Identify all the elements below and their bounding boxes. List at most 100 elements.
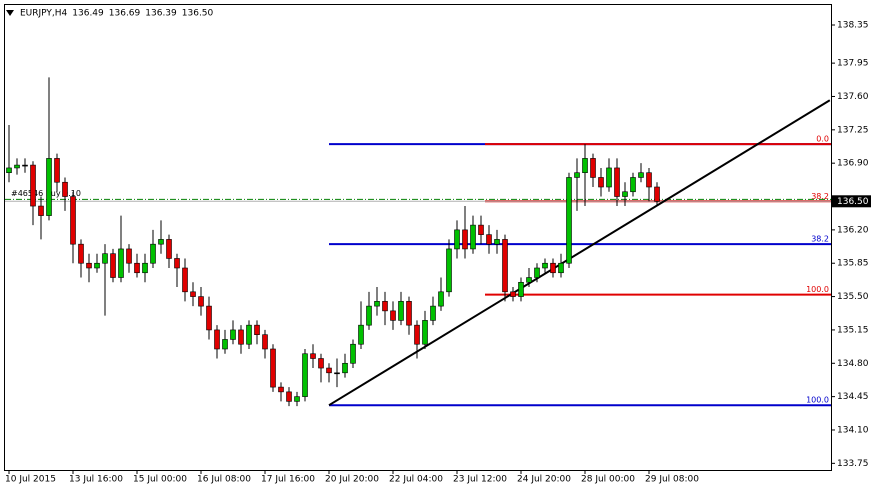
candle-body bbox=[110, 253, 116, 278]
y-tick-label: 136.90 bbox=[837, 159, 869, 169]
candle-body bbox=[294, 396, 300, 402]
candle-body bbox=[278, 386, 284, 393]
y-tick-label: 134.80 bbox=[837, 359, 869, 369]
candle-body bbox=[150, 243, 156, 264]
y-tick-label: 137.95 bbox=[837, 59, 869, 69]
candle-body bbox=[6, 167, 12, 174]
candle-body bbox=[230, 329, 236, 340]
x-tick-label: 29 Jul 08:00 bbox=[645, 475, 699, 485]
candle-body bbox=[646, 172, 652, 188]
trendline bbox=[328, 99, 831, 407]
candle-body bbox=[238, 329, 244, 345]
candle-body bbox=[374, 301, 380, 307]
fib-label: 38.2 bbox=[811, 192, 829, 201]
y-tick-label: 135.50 bbox=[837, 292, 869, 302]
candle-body bbox=[310, 353, 316, 359]
fib-label: 38.2 bbox=[811, 235, 829, 244]
candle-body bbox=[190, 291, 196, 297]
y-tick-label: 138.35 bbox=[837, 21, 869, 31]
candle-body bbox=[598, 177, 604, 188]
candle-body bbox=[614, 167, 620, 197]
candle-body bbox=[254, 324, 260, 335]
candle-body bbox=[46, 158, 52, 216]
candle-body bbox=[414, 324, 420, 345]
bid-label: 136.50 bbox=[837, 197, 869, 207]
candle-body bbox=[222, 339, 228, 350]
candle-body bbox=[574, 172, 580, 178]
x-tick-label: 24 Jul 20:00 bbox=[517, 475, 571, 485]
candle-body bbox=[206, 305, 212, 331]
candle-body bbox=[318, 358, 324, 369]
candle-body bbox=[366, 305, 372, 326]
x-tick-label: 16 Jul 08:00 bbox=[197, 475, 251, 485]
candle-body bbox=[142, 262, 148, 274]
candle-body bbox=[166, 239, 172, 259]
candle-body bbox=[438, 291, 444, 307]
candle-body bbox=[550, 262, 556, 274]
candle-body bbox=[502, 239, 508, 293]
plot-frame bbox=[4, 4, 832, 471]
header-high: 136.69 bbox=[109, 9, 141, 19]
fib-label: 0.0 bbox=[816, 135, 829, 144]
candle-body bbox=[446, 248, 452, 293]
candle-body bbox=[518, 281, 524, 297]
fib-label: 100.0 bbox=[806, 396, 829, 405]
header-open: 136.49 bbox=[72, 9, 104, 19]
header-symbol: EURJPY,H4 bbox=[20, 9, 68, 19]
candle-body bbox=[606, 167, 612, 188]
header-low: 136.39 bbox=[145, 9, 177, 19]
candle-body bbox=[470, 224, 476, 250]
candle-body bbox=[566, 177, 572, 264]
candle-body bbox=[30, 164, 36, 207]
candle-body bbox=[54, 158, 60, 183]
candle-body bbox=[590, 158, 596, 178]
candle-body bbox=[86, 262, 92, 269]
candle-body bbox=[534, 267, 540, 278]
x-tick-label: 20 Jul 20:00 bbox=[325, 475, 379, 485]
candle-body bbox=[406, 301, 412, 326]
candle-body bbox=[558, 262, 564, 274]
candle-body bbox=[398, 301, 404, 321]
fib-label: 100.0 bbox=[806, 285, 829, 294]
candle-body bbox=[270, 348, 276, 388]
candle-body bbox=[654, 186, 660, 202]
candle-body bbox=[382, 301, 388, 312]
y-tick-label: 134.45 bbox=[837, 392, 869, 402]
candle-body bbox=[286, 391, 292, 402]
candle-body bbox=[126, 248, 132, 264]
candle-body bbox=[358, 324, 364, 345]
x-tick-label: 28 Jul 00:00 bbox=[581, 475, 635, 485]
y-tick-label: 135.15 bbox=[837, 325, 869, 335]
candle-body bbox=[262, 334, 268, 350]
candle-body bbox=[510, 291, 516, 297]
menu-arrow[interactable] bbox=[6, 10, 14, 16]
candle-body bbox=[94, 262, 100, 269]
candle-body bbox=[494, 239, 500, 245]
candle-body bbox=[118, 248, 124, 278]
x-tick-label: 13 Jul 16:00 bbox=[69, 475, 123, 485]
candle-body bbox=[102, 253, 108, 264]
y-tick-label: 136.20 bbox=[837, 225, 869, 235]
x-tick-label: 17 Jul 16:00 bbox=[261, 475, 315, 485]
x-tick-label: 10 Jul 2015 bbox=[5, 475, 56, 485]
x-tick-label: 22 Jul 04:00 bbox=[389, 475, 443, 485]
candle-body bbox=[62, 181, 68, 197]
candle-body bbox=[478, 224, 484, 235]
candle-body bbox=[622, 191, 628, 197]
bid-box bbox=[831, 195, 871, 208]
candle-body bbox=[246, 324, 252, 345]
candle-body bbox=[326, 367, 332, 374]
candle-body bbox=[454, 229, 460, 250]
candle-body bbox=[422, 320, 428, 345]
candle-body bbox=[350, 343, 356, 364]
candle-body bbox=[14, 164, 20, 169]
candle-body bbox=[158, 239, 164, 245]
candle-body bbox=[302, 353, 308, 397]
candle-body bbox=[78, 243, 84, 264]
y-tick-label: 133.75 bbox=[837, 459, 869, 469]
candle-body bbox=[630, 177, 636, 193]
candle-body bbox=[182, 267, 188, 293]
candle-body bbox=[214, 329, 220, 350]
candle-body bbox=[486, 234, 492, 245]
